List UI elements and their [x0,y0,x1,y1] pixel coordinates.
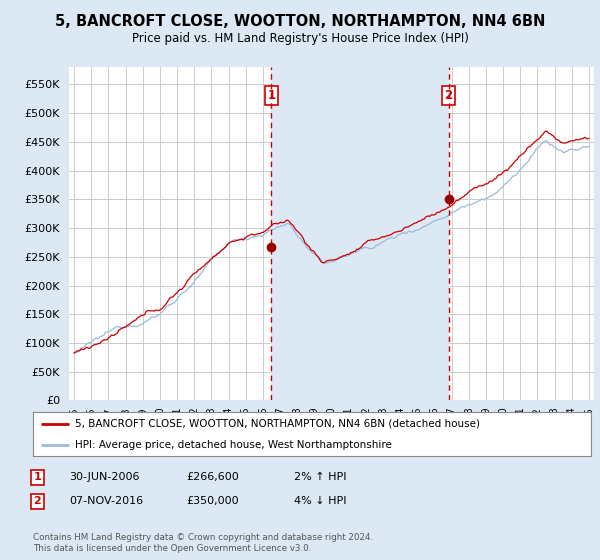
Text: 4% ↓ HPI: 4% ↓ HPI [294,496,347,506]
Text: £266,600: £266,600 [186,472,239,482]
Text: Contains HM Land Registry data © Crown copyright and database right 2024.
This d: Contains HM Land Registry data © Crown c… [33,533,373,553]
Text: Price paid vs. HM Land Registry's House Price Index (HPI): Price paid vs. HM Land Registry's House … [131,32,469,45]
Bar [271,67,449,400]
Text: HPI: Average price, detached house, West Northamptonshire: HPI: Average price, detached house, West… [75,440,392,450]
Text: 1: 1 [268,89,275,102]
Text: 07-NOV-2016: 07-NOV-2016 [69,496,143,506]
Text: 2: 2 [445,89,453,102]
Text: 1: 1 [34,472,41,482]
Text: 5, BANCROFT CLOSE, WOOTTON, NORTHAMPTON, NN4 6BN: 5, BANCROFT CLOSE, WOOTTON, NORTHAMPTON,… [55,14,545,29]
Text: 2% ↑ HPI: 2% ↑ HPI [294,472,347,482]
Text: £350,000: £350,000 [186,496,239,506]
Text: 2: 2 [34,496,41,506]
Text: 30-JUN-2006: 30-JUN-2006 [69,472,139,482]
Text: 5, BANCROFT CLOSE, WOOTTON, NORTHAMPTON, NN4 6BN (detached house): 5, BANCROFT CLOSE, WOOTTON, NORTHAMPTON,… [75,419,480,429]
